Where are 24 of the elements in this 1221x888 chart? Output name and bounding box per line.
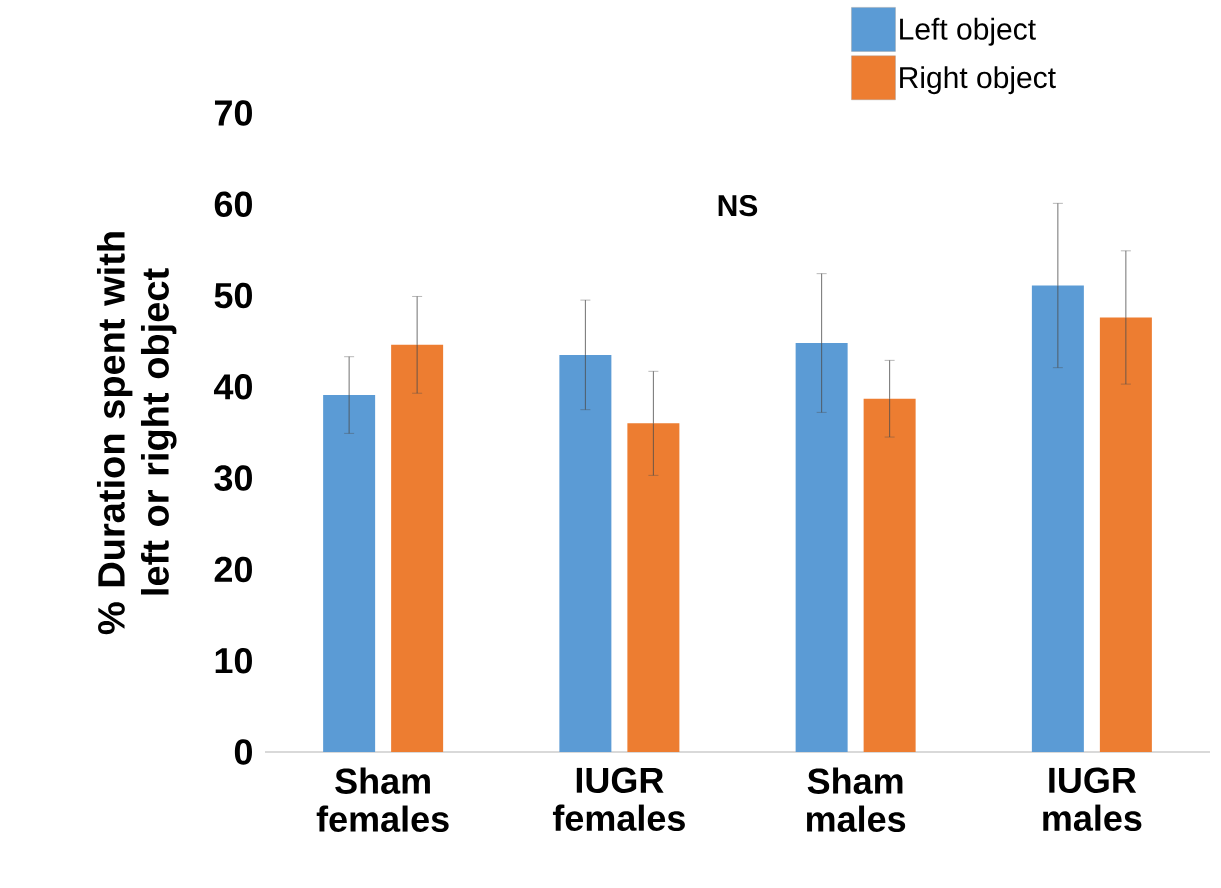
annotation: NS — [718, 195, 758, 217]
bar — [627, 423, 680, 752]
x-tick-label: IUGR males — [1043, 767, 1142, 831]
bar — [1099, 317, 1152, 752]
y-tick-label: 30 — [214, 465, 252, 491]
y-tick-label: 0 — [234, 739, 252, 765]
y-tick-label: 60 — [214, 191, 252, 218]
bar — [1031, 285, 1084, 752]
bar — [323, 395, 376, 752]
y-tick-label: 20 — [214, 556, 252, 583]
legend-label: Right object — [900, 66, 1056, 95]
x-tick-label: IUGR females — [552, 767, 685, 831]
bar — [391, 344, 444, 752]
legend-label: Left object — [900, 17, 1036, 46]
y-tick-label: 10 — [215, 647, 252, 674]
bar — [795, 343, 848, 752]
x-tick-label: Sham females — [316, 767, 449, 832]
y-tick-label: 50 — [214, 282, 252, 309]
bar — [863, 398, 916, 752]
bar — [559, 354, 612, 752]
x-tick-label: Sham males — [806, 767, 906, 832]
y-tick-label: 70 — [214, 100, 252, 126]
y-tick-label: 40 — [213, 374, 252, 400]
y-axis-title: % Duration spent with left or right object — [96, 232, 177, 635]
